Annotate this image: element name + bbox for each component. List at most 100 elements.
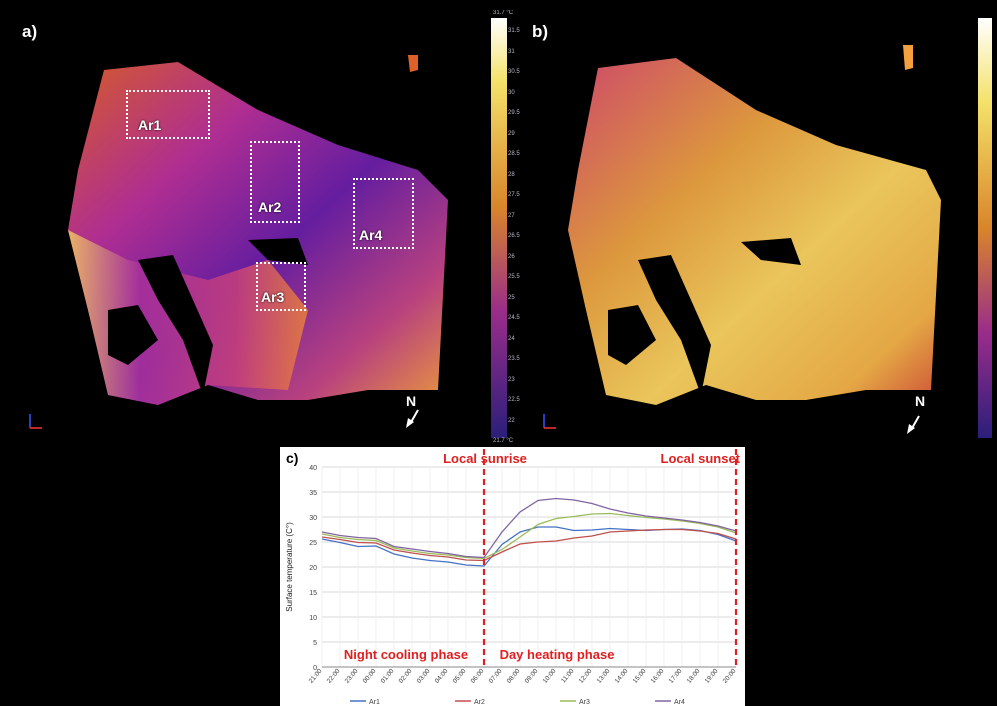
- y-tick-label: 40: [309, 465, 317, 472]
- series-line-ar4: [321, 497, 737, 559]
- scale-tick-label: 27.5: [508, 192, 520, 199]
- legend-label-ar2: Ar2: [474, 699, 485, 706]
- scale-tick-label: 28.5: [508, 151, 520, 158]
- legend-label-ar1: Ar1: [369, 699, 380, 706]
- y-tick-label: 5: [313, 640, 317, 647]
- x-tick-label: 20:00: [722, 668, 738, 685]
- x-tick-label: 08:00: [506, 668, 522, 685]
- scale-tick-label: 24.5: [508, 315, 520, 322]
- x-tick-label: 13:00: [596, 668, 612, 685]
- vegetation-patch: [408, 55, 418, 72]
- panel-letter-b: b): [532, 22, 549, 41]
- y-tick-label: 20: [309, 565, 317, 572]
- scale-tick-label: 31: [508, 48, 515, 55]
- y-axis-label: Surface temperature (C°): [285, 522, 294, 612]
- rock-face-region: [568, 58, 941, 405]
- area-box-ar4: [353, 178, 414, 249]
- x-tick-label: 19:00: [704, 668, 720, 685]
- sunset-label: Local sunset: [661, 451, 741, 466]
- x-tick-label: 14:00: [614, 668, 630, 685]
- series-line-ar3: [321, 512, 737, 560]
- shadow-region: [608, 305, 656, 365]
- vegetation-patch: [903, 45, 913, 70]
- area-label-ar2: Ar2: [258, 199, 282, 215]
- x-tick-label: 00:00: [362, 668, 378, 685]
- sunrise-label: Local sunrise: [443, 451, 527, 466]
- scale-tick-label: 31.5: [508, 28, 520, 34]
- area-label-ar4: Ar4: [359, 227, 383, 243]
- x-tick-label: 21:00: [308, 668, 324, 685]
- chart-panel-c: 0 5 10 15 20 25 30 35 40 21:00 22:00 23:00 00:00 01:0…: [280, 447, 745, 706]
- scale-tick-label: 25: [508, 294, 515, 301]
- area-box-ar1: [126, 90, 210, 139]
- x-tick-label: 18:00: [686, 668, 702, 685]
- thermal-map-a-image: [29, 18, 507, 438]
- temperature-scale-bar: [978, 18, 992, 438]
- north-label-b: N: [915, 393, 926, 409]
- scale-tick-label: 23: [508, 376, 515, 383]
- x-tick-label: 22:00: [326, 668, 342, 685]
- panel-letter-a: a): [22, 22, 38, 41]
- scale-tick-label: 29: [508, 130, 515, 137]
- scale-tick-label: 30: [508, 89, 515, 96]
- x-tick-label: 17:00: [668, 668, 684, 685]
- scale-tick-label: 26: [508, 253, 515, 260]
- y-tick-label: 25: [309, 540, 317, 547]
- area-label-ar3: Ar3: [261, 289, 285, 305]
- x-tick-label: 06:00: [470, 668, 486, 685]
- scale-tick-label: 22: [508, 418, 515, 424]
- x-tick-label: 15:00: [632, 668, 648, 685]
- scale-tick-label: 25.5: [508, 274, 520, 281]
- y-tick-label: 35: [309, 490, 317, 497]
- area-label-ar1: Ar1: [138, 117, 162, 133]
- scale-tick-label: 27: [508, 212, 515, 219]
- shadow-region: [741, 238, 801, 265]
- thermal-map-panel-b: b) N: [526, 10, 997, 446]
- legend-label-ar4: Ar4: [674, 699, 685, 706]
- area-box-ar3: [256, 262, 306, 311]
- x-tick-label: 12:00: [578, 668, 594, 685]
- x-tick-label: 04:00: [434, 668, 450, 685]
- series-line-ar2: [321, 528, 737, 562]
- scale-tick-label: 30.5: [508, 69, 520, 76]
- x-tick-label: 07:00: [488, 668, 504, 685]
- north-arrow-icon: [907, 424, 915, 434]
- y-tick-label: 10: [309, 615, 317, 622]
- shadow-region: [638, 255, 711, 395]
- temperature-line-chart: 0 5 10 15 20 25 30 35 40 21:00 22:00 23:00 00:00 01:0…: [285, 449, 741, 706]
- scale-tick-label: 29.5: [508, 110, 520, 117]
- thermal-map-b-image: [543, 18, 992, 438]
- x-tick-label: 23:00: [344, 668, 360, 685]
- scale-tick-label: 28: [508, 171, 515, 178]
- x-tick-label: 05:00: [452, 668, 468, 685]
- y-tick-label: 15: [309, 590, 317, 597]
- x-tick-label: 03:00: [416, 668, 432, 685]
- scale-bottom-label: 21.7 °C: [493, 438, 514, 444]
- panel-letter-c: c): [286, 450, 298, 466]
- y-tick-label: 0: [313, 665, 317, 672]
- x-tick-label: 09:00: [524, 668, 540, 685]
- area-box-ar2: [250, 141, 300, 223]
- x-tick-label: 01:00: [380, 668, 396, 685]
- north-label-a: N: [406, 393, 417, 409]
- temperature-scale-bar: [491, 18, 507, 438]
- scale-tick-label: 26.5: [508, 233, 520, 240]
- scale-tick-label: 22.5: [508, 397, 520, 404]
- scale-top-label: 31.7 °C: [493, 10, 514, 16]
- scale-tick-label: 23.5: [508, 356, 520, 363]
- north-arrow-icon: [406, 418, 414, 428]
- shadow-region: [138, 255, 213, 395]
- shadow-region: [248, 238, 308, 265]
- day-phase-label: Day heating phase: [500, 647, 615, 662]
- y-tick-label: 30: [309, 515, 317, 522]
- x-tick-label: 16:00: [650, 668, 666, 685]
- scale-tick-label: 24: [508, 335, 515, 342]
- night-phase-label: Night cooling phase: [344, 647, 468, 662]
- x-tick-label: 10:00: [542, 668, 558, 685]
- legend-label-ar3: Ar3: [579, 699, 590, 706]
- x-tick-label: 11:00: [560, 668, 576, 685]
- shadow-region: [108, 305, 158, 365]
- x-tick-label: 02:00: [398, 668, 414, 685]
- thermal-map-panel-a: a) N Ar1 Ar2 Ar3 Ar4 31.7 °C 31.5 31 30.5 3…: [8, 10, 532, 446]
